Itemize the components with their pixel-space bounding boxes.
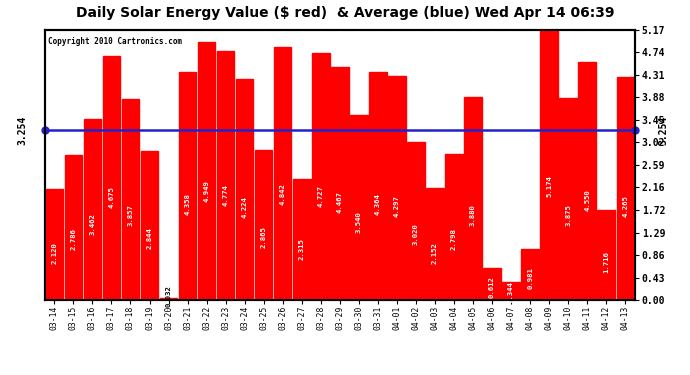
Text: 4.364: 4.364	[375, 194, 381, 215]
Text: 5.174: 5.174	[546, 176, 552, 198]
Bar	[388, 76, 406, 300]
Text: 2.786: 2.786	[70, 228, 77, 250]
Text: 3.254: 3.254	[17, 116, 27, 145]
Bar	[46, 189, 63, 300]
Text: 3.875: 3.875	[565, 204, 571, 226]
Bar	[312, 53, 330, 300]
Bar	[483, 268, 501, 300]
Text: 4.550: 4.550	[584, 189, 590, 211]
Text: 4.297: 4.297	[394, 195, 400, 217]
Text: 0.344: 0.344	[508, 282, 514, 303]
Text: 1.716: 1.716	[603, 251, 609, 273]
Text: 2.120: 2.120	[51, 243, 57, 264]
Bar	[445, 154, 463, 300]
Text: 3.540: 3.540	[356, 211, 362, 233]
Bar	[83, 119, 101, 300]
Text: 2.844: 2.844	[146, 226, 152, 249]
Text: 4.949: 4.949	[204, 180, 210, 203]
Text: 4.675: 4.675	[108, 186, 115, 209]
Text: 2.865: 2.865	[261, 226, 267, 248]
Text: Copyright 2010 Cartronics.com: Copyright 2010 Cartronics.com	[48, 37, 182, 46]
Text: 3.462: 3.462	[90, 213, 95, 235]
Bar	[617, 77, 634, 300]
Bar	[502, 282, 520, 300]
Bar	[540, 30, 558, 300]
Text: 4.727: 4.727	[318, 185, 324, 207]
Bar	[293, 179, 310, 300]
Text: 2.798: 2.798	[451, 228, 457, 250]
Text: 0.612: 0.612	[489, 276, 495, 297]
Text: 0.981: 0.981	[527, 267, 533, 290]
Text: 4.467: 4.467	[337, 191, 343, 213]
Text: 3.020: 3.020	[413, 223, 419, 245]
Bar	[274, 47, 291, 300]
Bar	[160, 298, 177, 300]
Bar	[407, 142, 425, 300]
Bar	[426, 188, 444, 300]
Bar	[65, 154, 82, 300]
Bar	[179, 72, 197, 300]
Text: 2.152: 2.152	[432, 242, 438, 264]
Bar	[522, 249, 539, 300]
Bar	[331, 67, 348, 300]
Bar	[560, 98, 577, 300]
Text: 3.880: 3.880	[470, 204, 476, 226]
Text: 2.315: 2.315	[299, 238, 305, 260]
Bar	[578, 62, 596, 300]
Bar	[141, 152, 158, 300]
Bar	[103, 56, 120, 300]
Bar	[217, 51, 235, 300]
Bar	[464, 98, 482, 300]
Text: 4.224: 4.224	[241, 196, 248, 218]
Text: 3.254: 3.254	[658, 116, 669, 145]
Text: 0.032: 0.032	[166, 285, 172, 307]
Text: Daily Solar Energy Value ($ red)  & Average (blue) Wed Apr 14 06:39: Daily Solar Energy Value ($ red) & Avera…	[76, 6, 614, 20]
Bar	[350, 115, 368, 300]
Text: 4.358: 4.358	[185, 194, 190, 215]
Bar	[121, 99, 139, 300]
Bar	[369, 72, 386, 300]
Bar	[598, 210, 615, 300]
Text: 4.265: 4.265	[622, 195, 629, 217]
Bar	[255, 150, 273, 300]
Text: 3.857: 3.857	[128, 204, 133, 226]
Text: 4.774: 4.774	[223, 184, 228, 206]
Bar	[198, 42, 215, 300]
Text: 4.842: 4.842	[279, 183, 286, 205]
Bar	[236, 80, 253, 300]
